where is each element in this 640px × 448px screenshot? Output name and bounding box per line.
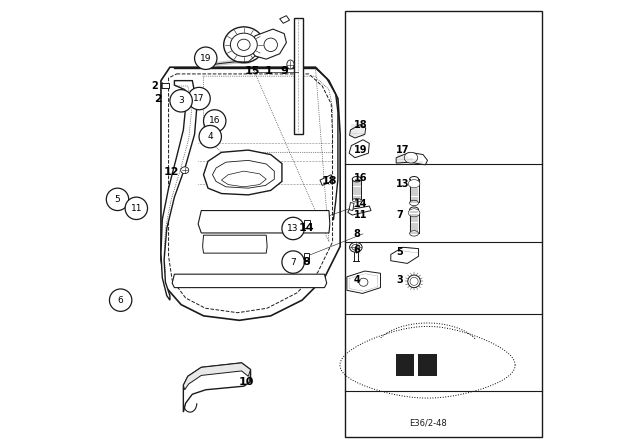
Polygon shape xyxy=(221,171,266,187)
Text: 10: 10 xyxy=(238,377,254,387)
Ellipse shape xyxy=(180,167,189,174)
Circle shape xyxy=(204,110,226,132)
FancyBboxPatch shape xyxy=(345,11,542,437)
Polygon shape xyxy=(349,125,365,138)
Polygon shape xyxy=(161,67,340,320)
Polygon shape xyxy=(204,150,282,195)
Polygon shape xyxy=(348,206,371,215)
Ellipse shape xyxy=(410,231,419,236)
Circle shape xyxy=(282,217,305,240)
Ellipse shape xyxy=(264,38,278,52)
Ellipse shape xyxy=(410,200,419,206)
Circle shape xyxy=(282,251,305,273)
Circle shape xyxy=(125,197,148,220)
Circle shape xyxy=(188,87,210,110)
Text: 13: 13 xyxy=(287,224,299,233)
Text: 2: 2 xyxy=(151,81,158,91)
Text: 16: 16 xyxy=(209,116,220,125)
Text: 3: 3 xyxy=(179,96,184,105)
Text: 3: 3 xyxy=(396,275,403,285)
Text: 9: 9 xyxy=(280,66,288,76)
Polygon shape xyxy=(184,363,251,390)
Text: 18: 18 xyxy=(353,121,367,130)
Text: E36/2-48: E36/2-48 xyxy=(409,419,446,428)
Ellipse shape xyxy=(408,275,420,288)
Text: 11: 11 xyxy=(353,210,367,220)
Text: 5: 5 xyxy=(396,247,403,257)
Text: 14: 14 xyxy=(353,199,367,209)
Text: 19: 19 xyxy=(200,54,211,63)
Text: 14: 14 xyxy=(299,224,314,233)
Ellipse shape xyxy=(408,209,420,217)
Polygon shape xyxy=(396,152,428,165)
Polygon shape xyxy=(280,16,289,23)
Text: 11: 11 xyxy=(131,204,142,213)
Polygon shape xyxy=(418,354,437,376)
Polygon shape xyxy=(320,175,333,185)
Ellipse shape xyxy=(287,60,294,69)
Text: 4: 4 xyxy=(353,275,360,285)
Text: 7: 7 xyxy=(291,258,296,267)
Circle shape xyxy=(109,289,132,311)
Polygon shape xyxy=(161,83,168,88)
Ellipse shape xyxy=(352,177,361,182)
Text: 7: 7 xyxy=(396,210,403,220)
Text: 6: 6 xyxy=(353,245,360,255)
Ellipse shape xyxy=(408,180,420,188)
Polygon shape xyxy=(168,74,333,313)
Text: 4: 4 xyxy=(207,132,213,141)
Text: 5: 5 xyxy=(115,195,120,204)
Text: 16: 16 xyxy=(353,173,367,183)
Ellipse shape xyxy=(410,277,418,285)
Text: 17: 17 xyxy=(193,94,205,103)
Polygon shape xyxy=(305,253,309,261)
Ellipse shape xyxy=(349,242,362,252)
Text: 8: 8 xyxy=(353,229,360,239)
Polygon shape xyxy=(161,81,197,300)
Ellipse shape xyxy=(230,33,257,56)
Text: 6: 6 xyxy=(118,296,124,305)
Text: 8: 8 xyxy=(303,257,310,267)
Text: 2: 2 xyxy=(154,94,162,103)
Ellipse shape xyxy=(224,27,264,63)
Ellipse shape xyxy=(410,177,419,182)
Text: 17: 17 xyxy=(396,145,410,155)
Circle shape xyxy=(106,188,129,211)
Text: 1: 1 xyxy=(264,66,273,76)
Ellipse shape xyxy=(237,39,250,51)
Polygon shape xyxy=(198,211,330,233)
Polygon shape xyxy=(172,274,327,288)
Polygon shape xyxy=(349,140,369,158)
Circle shape xyxy=(195,47,217,69)
Ellipse shape xyxy=(352,198,361,202)
Ellipse shape xyxy=(352,245,360,250)
Polygon shape xyxy=(349,202,354,211)
Text: 19: 19 xyxy=(353,145,367,155)
Text: 13: 13 xyxy=(396,179,410,189)
Polygon shape xyxy=(251,29,287,59)
Polygon shape xyxy=(184,363,251,412)
Polygon shape xyxy=(212,160,275,188)
Polygon shape xyxy=(396,354,414,376)
Polygon shape xyxy=(203,235,267,253)
Ellipse shape xyxy=(410,207,419,212)
Ellipse shape xyxy=(404,152,418,163)
Ellipse shape xyxy=(359,278,368,286)
Polygon shape xyxy=(294,18,303,134)
Text: 12: 12 xyxy=(163,168,179,177)
Circle shape xyxy=(170,90,192,112)
Circle shape xyxy=(199,125,221,148)
Text: 18: 18 xyxy=(321,177,337,186)
Polygon shape xyxy=(391,247,419,263)
Text: 15: 15 xyxy=(245,66,260,76)
Polygon shape xyxy=(305,220,310,228)
Polygon shape xyxy=(347,271,380,293)
